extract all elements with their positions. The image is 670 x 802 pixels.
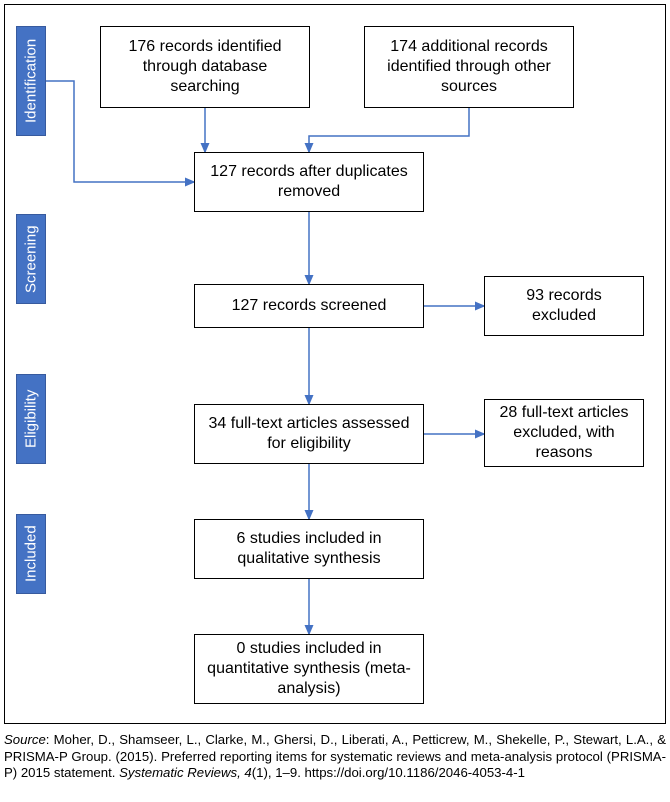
box-quant: 0 studies included in quantitative synth… <box>194 634 424 704</box>
stage-included: Included <box>16 514 46 594</box>
source-caption: Source: Moher, D., Shamseer, L., Clarke,… <box>4 732 666 782</box>
box-fulltext: 34 full-text articles assessed for eligi… <box>194 404 424 464</box>
stage-identification: Identification <box>16 26 46 136</box>
box-excl1: 93 records excluded <box>484 276 644 336</box>
stage-eligibility: Eligibility <box>16 374 46 464</box>
caption-prefix: Source <box>4 732 46 747</box>
stage-screening: Screening <box>16 214 46 304</box>
box-other: 174 additional records identified throug… <box>364 26 574 108</box>
caption-journal: Systematic Reviews, 4 <box>119 765 252 780</box>
arrows-layer <box>4 4 666 724</box>
box-db: 176 records identified through database … <box>100 26 310 108</box>
box-qual: 6 studies included in qualitative synthe… <box>194 519 424 579</box>
box-excl2: 28 full-text articles excluded, with rea… <box>484 399 644 467</box>
caption-suffix: (1), 1–9. https://doi.org/10.1186/2046-4… <box>252 765 525 780</box>
box-dedup: 127 records after duplicates removed <box>194 152 424 212</box>
box-screened: 127 records screened <box>194 284 424 328</box>
